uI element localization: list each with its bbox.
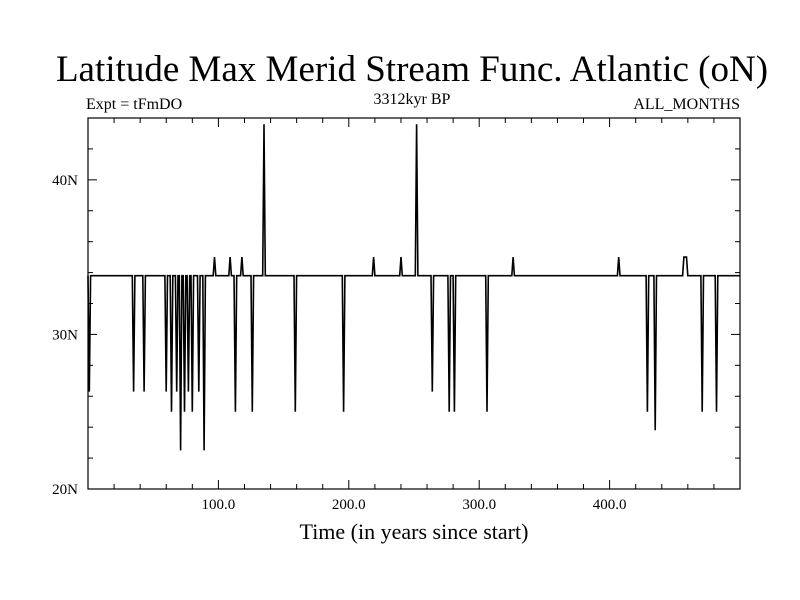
chart-title: Latitude Max Merid Stream Func. Atlantic…	[56, 49, 768, 90]
y-tick-label: 30N	[52, 327, 78, 343]
y-axis-ticks: 20N 30N 40N	[52, 117, 740, 498]
y-tick-label: 40N	[52, 173, 78, 189]
x-tick-label: 300.0	[462, 497, 496, 513]
x-axis-label: Time (in years since start)	[300, 519, 529, 544]
x-tick-label: 200.0	[332, 497, 366, 513]
plot-frame	[87, 117, 741, 490]
y-tick-label: 20N	[52, 482, 78, 498]
x-tick-label: 100.0	[202, 497, 236, 513]
period-label: 3312kyr BP	[374, 91, 451, 108]
experiment-label: Expt = tFmDO	[86, 96, 182, 113]
months-label: ALL_MONTHS	[633, 96, 740, 113]
series-layer	[87, 124, 740, 451]
x-axis-ticks: 100.0 200.0 300.0 400.0	[113, 118, 715, 513]
x-tick-label: 400.0	[593, 497, 627, 513]
series-line	[87, 124, 740, 451]
